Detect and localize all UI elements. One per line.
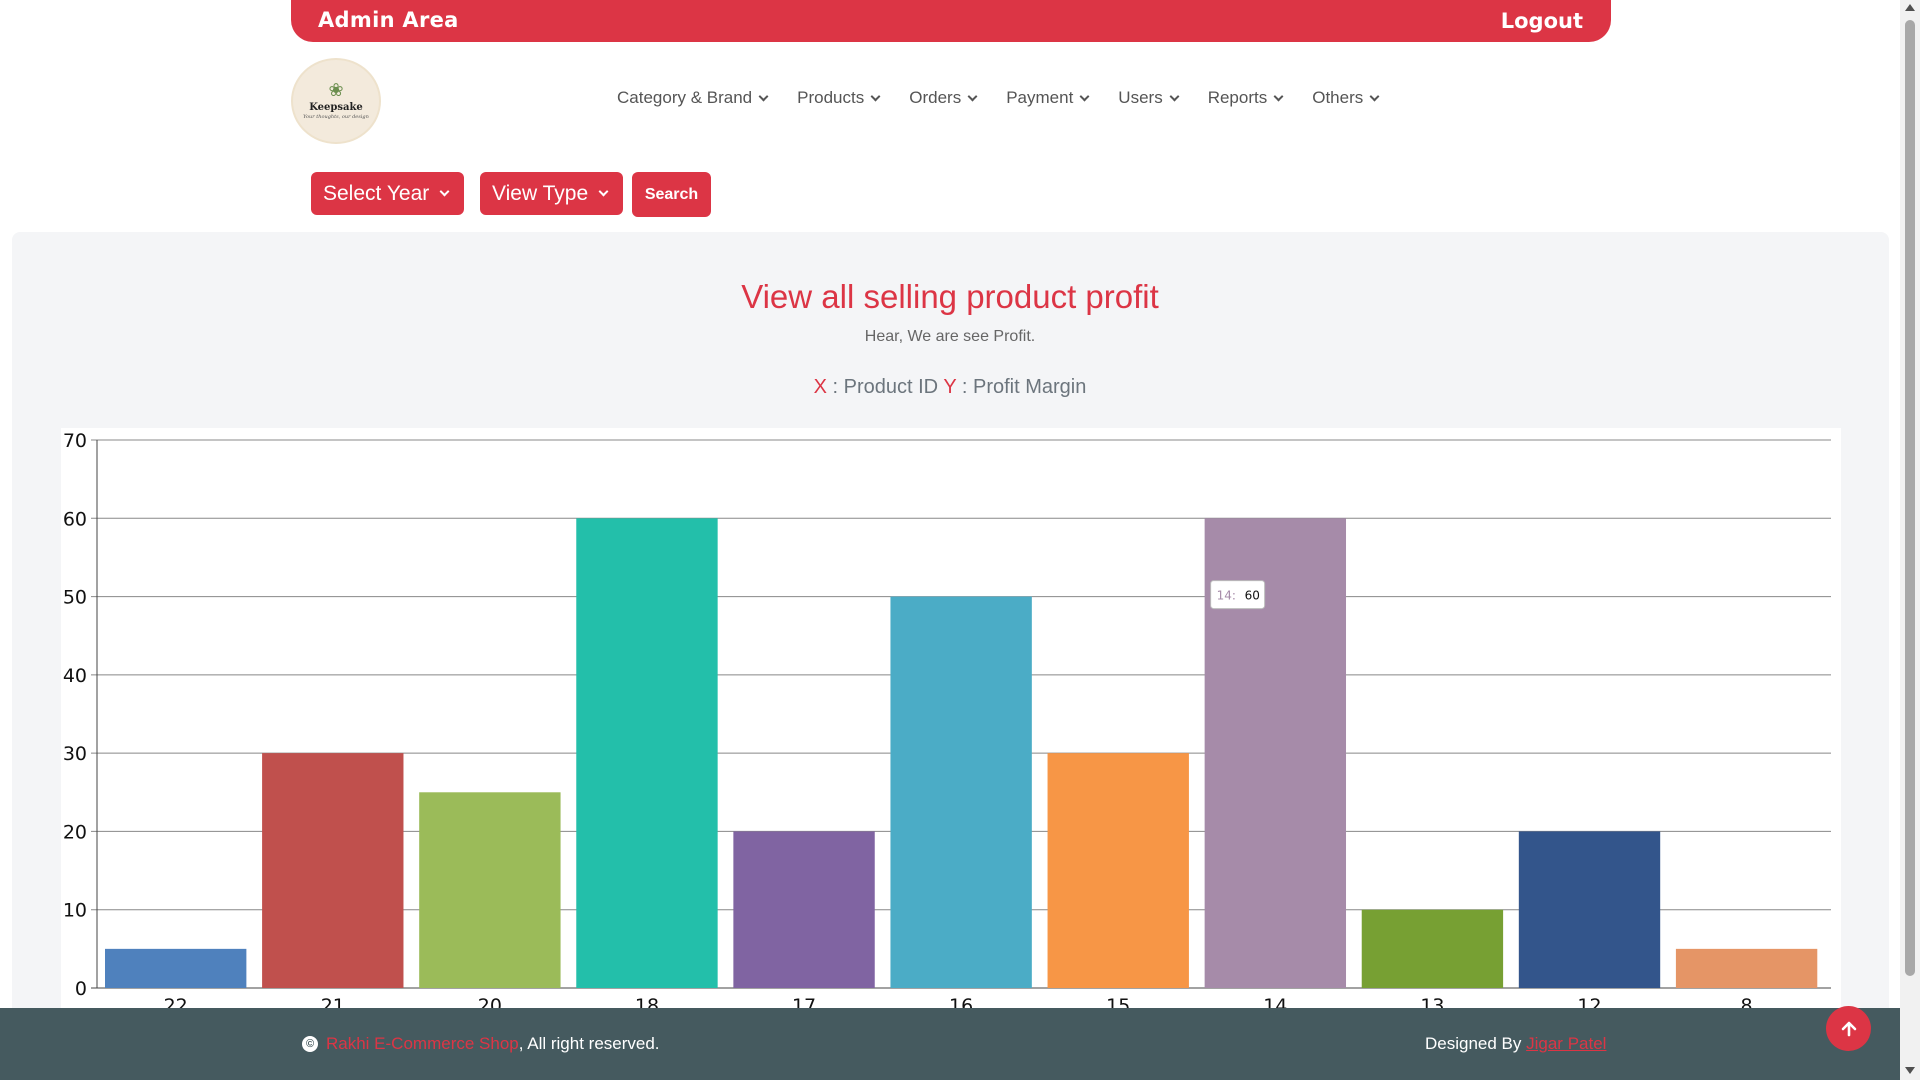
y-tick-label: 10: [63, 900, 87, 922]
copyright-icon: ©: [302, 1036, 318, 1052]
chevron-down-icon: [1169, 91, 1180, 101]
chevron-down-icon: [439, 186, 450, 197]
nav-label: Products: [797, 88, 865, 107]
y-key: Y: [943, 376, 957, 398]
copyright: © Rakhi E-Commerce Shop, All right reser…: [302, 1034, 660, 1054]
back-to-top-button[interactable]: [1826, 1006, 1871, 1051]
y-tick-label: 50: [63, 587, 87, 609]
tooltip-box: [1210, 580, 1266, 610]
nav-products[interactable]: Products: [797, 88, 881, 108]
main-nav: Category & Brand Products Orders Payment…: [617, 88, 1380, 108]
select-year-dropdown[interactable]: Select Year: [311, 172, 464, 215]
y-tick-label: 30: [63, 743, 87, 765]
nav-label: Category & Brand: [617, 88, 753, 107]
nav-label: Others: [1312, 88, 1364, 107]
admin-top-bar: Admin Area Logout: [291, 0, 1611, 42]
nav-label: Orders: [909, 88, 962, 107]
bar-product-16: [890, 596, 1032, 988]
logo-subtext: Your thoughts, our design: [303, 114, 369, 120]
designed-by-text: Designed By: [1425, 1034, 1527, 1053]
y-tick-label: 60: [63, 508, 87, 530]
axis-separator: :: [826, 376, 844, 398]
nav-others[interactable]: Others: [1312, 88, 1380, 108]
bar-product-12: [1518, 831, 1661, 988]
page-title: View all selling product profit: [741, 278, 1159, 315]
nav-users[interactable]: Users: [1118, 88, 1180, 108]
x-tick-label: 17: [792, 995, 816, 1008]
x-tick-label: 8: [1741, 995, 1753, 1008]
y-tick-label: 20: [63, 821, 87, 843]
view-type-dropdown[interactable]: View Type: [480, 172, 623, 215]
x-key: X: [813, 376, 827, 398]
axis-separator: :: [956, 376, 973, 398]
floral-wreath-icon: ❀: [328, 80, 344, 101]
chevron-down-icon: [1369, 91, 1380, 101]
page-scrollbar[interactable]: [1900, 0, 1920, 1080]
chevron-down-icon: [967, 91, 978, 101]
select-year-label: Select Year: [323, 181, 430, 205]
logout-link[interactable]: Logout: [1500, 9, 1583, 33]
view-type-label: View Type: [492, 181, 589, 205]
x-tick-label: 14: [1263, 995, 1287, 1008]
chevron-down-icon: [1273, 91, 1284, 101]
bar-product-8: [1675, 948, 1818, 988]
footer: © Rakhi E-Commerce Shop, All right reser…: [0, 1008, 1900, 1080]
nav-label: Users: [1118, 88, 1163, 107]
bar-product-20: [419, 792, 561, 988]
y-tick-label: 40: [63, 665, 87, 687]
x-tick-label: 20: [478, 995, 502, 1008]
x-tick-label: 21: [321, 995, 345, 1008]
axis-legend: X : Product ID Y : Profit Margin: [0, 376, 1900, 399]
logo-text: Keepsake: [309, 102, 363, 113]
nav-payment[interactable]: Payment: [1006, 88, 1090, 108]
keepsake-logo[interactable]: ❀ Keepsake Your thoughts, our design: [291, 58, 381, 144]
bar-product-18: [576, 518, 718, 988]
profit-chart-container: 0 10 20 30 40 50 60 70 22 21 20 18 17 16 15 14 13 12 8 14: 6…: [61, 428, 1841, 1008]
rights-text: , All right reserved.: [518, 1034, 660, 1053]
search-button[interactable]: Search: [632, 172, 711, 217]
scrollbar-thumb[interactable]: [1905, 20, 1915, 976]
chevron-down-icon: [1079, 91, 1090, 101]
chevron-down-icon: [598, 186, 609, 197]
chevron-down-icon: [870, 91, 881, 101]
designed-by: Designed By Jigar Patel: [1425, 1034, 1606, 1054]
designer-link[interactable]: Jigar Patel: [1526, 1034, 1607, 1053]
nav-category-brand[interactable]: Category & Brand: [617, 88, 769, 108]
tooltip-value: 60: [1245, 589, 1260, 603]
bar-product-22: [105, 948, 247, 988]
arrow-up-icon: [1841, 1021, 1856, 1036]
y-tick-label: 70: [63, 430, 87, 452]
y-axis-label: Profit Margin: [972, 376, 1087, 398]
y-tick-label: 0: [75, 978, 87, 1000]
scroll-down-arrow-icon[interactable]: [1905, 1067, 1915, 1074]
x-axis-label: Product ID: [843, 376, 939, 398]
x-tick-label: 22: [164, 995, 188, 1008]
x-tick-label: 15: [1106, 995, 1130, 1008]
x-tick-label: 16: [949, 995, 973, 1008]
nav-label: Reports: [1207, 88, 1268, 107]
profit-bar-chart: 0 10 20 30 40 50 60 70 22 21 20 18 17 16 15 14 13 12 8 14: 6…: [63, 430, 1831, 1008]
nav-label: Payment: [1006, 88, 1074, 107]
shop-link[interactable]: Rakhi E-Commerce Shop: [326, 1034, 519, 1053]
bar-product-21: [262, 753, 404, 988]
x-tick-label: 18: [635, 995, 659, 1008]
tooltip-category: 14:: [1217, 589, 1236, 603]
nav-reports[interactable]: Reports: [1207, 88, 1284, 108]
bar-product-15: [1047, 753, 1189, 988]
x-tick-label: 13: [1420, 995, 1444, 1008]
nav-orders[interactable]: Orders: [909, 88, 978, 108]
scroll-up-arrow-icon[interactable]: [1905, 4, 1915, 11]
x-tick-label: 12: [1577, 995, 1601, 1008]
bar-product-13: [1361, 909, 1504, 988]
page-subtitle: Hear, We are see Profit.: [864, 328, 1036, 345]
chevron-down-icon: [758, 91, 769, 101]
admin-area-title: Admin Area: [318, 8, 459, 32]
bar-product-17: [733, 831, 875, 988]
